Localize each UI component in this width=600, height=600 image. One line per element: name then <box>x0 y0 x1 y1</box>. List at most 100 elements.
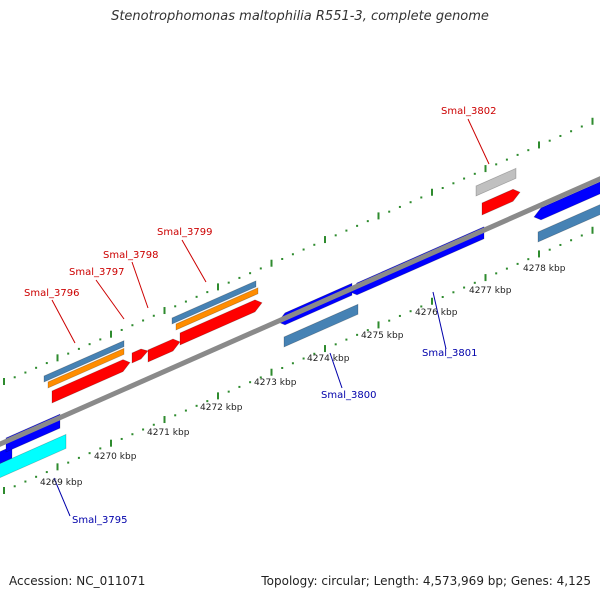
genome-summary-text: Topology: circular; Length: 4,573,969 bp… <box>261 574 591 588</box>
gene-label[interactable]: Smal_3799 <box>157 227 212 238</box>
gene-label[interactable]: Smal_3797 <box>69 267 124 278</box>
tick-dot <box>35 366 38 369</box>
tick-dot <box>505 267 508 270</box>
gene-arrow <box>131 348 149 364</box>
gene-bar <box>0 433 67 478</box>
tick-dot <box>174 414 177 417</box>
tick-dot <box>441 187 444 190</box>
gene-label[interactable]: Smal_3801 <box>422 348 477 359</box>
tick-dot <box>356 224 359 227</box>
tick-dot <box>495 163 498 166</box>
tick-dot <box>527 258 530 261</box>
tick-dot <box>570 130 573 133</box>
gene-arrow <box>179 299 263 346</box>
gene-bar <box>475 167 517 197</box>
tick-dot <box>409 201 412 204</box>
leader-line <box>53 477 71 517</box>
tick-dot <box>452 182 455 185</box>
gene-bar <box>47 347 125 389</box>
scale-labels: 4269 kbp 4270 kbp 4271 kbp 4272 kbp 4273… <box>40 264 566 488</box>
tick-dot <box>420 196 423 199</box>
tick-dot <box>559 243 562 246</box>
tick-dot <box>291 253 294 256</box>
tick-dot <box>45 471 48 474</box>
gene-label[interactable]: Smal_3795 <box>72 515 127 526</box>
tick-dot <box>548 248 551 251</box>
tick-dot <box>45 362 48 365</box>
tick-dot <box>13 376 16 379</box>
tick-dot <box>67 461 70 464</box>
label-leaders <box>51 118 490 517</box>
tick-dot <box>388 210 391 213</box>
tick-dot <box>249 272 252 275</box>
tick-dot <box>441 296 444 299</box>
tick-dot <box>195 404 198 407</box>
map-title: Stenotrophomonas maltophilia R551-3, com… <box>111 9 489 24</box>
tick-dot <box>388 319 391 322</box>
tick-dot <box>580 125 583 128</box>
tick-dot <box>227 390 230 393</box>
tick-dot <box>238 276 241 279</box>
tick-dot <box>463 286 466 289</box>
gene-bar <box>283 303 359 348</box>
tick-dot <box>420 305 423 308</box>
tick-dot <box>366 329 369 332</box>
tick-dot <box>495 272 498 275</box>
scale-label: 4269 kbp <box>40 478 83 488</box>
gene-label[interactable]: Smal_3796 <box>24 288 79 299</box>
leader-line <box>131 261 149 309</box>
tick-dot <box>356 333 359 336</box>
gene-features <box>0 167 600 478</box>
scale-label: 4274 kbp <box>307 354 350 364</box>
tick-dot <box>206 400 209 403</box>
tick-dot <box>398 205 401 208</box>
scale-label: 4277 kbp <box>469 286 512 296</box>
tick-dot <box>473 172 476 175</box>
tick-dot <box>88 343 91 346</box>
gene-labels: Smal_3795 Smal_3796 Smal_3797 Smal_3798 … <box>24 106 496 526</box>
tick-dot <box>142 428 145 431</box>
tick-dot <box>195 295 198 298</box>
leader-line <box>181 239 207 283</box>
gene-label[interactable]: Smal_3800 <box>321 390 376 401</box>
gene-bar <box>171 280 257 325</box>
leader-line <box>95 279 125 320</box>
lower-tick-track <box>3 226 594 494</box>
tick-dot <box>131 433 134 436</box>
accession-text: Accession: NC_011071 <box>9 574 146 588</box>
scale-label: 4270 kbp <box>94 452 137 462</box>
tick-dot <box>259 267 262 270</box>
tick-dot <box>409 310 412 313</box>
gene-arrow <box>51 359 131 404</box>
tick-dot <box>281 366 284 369</box>
tick-dot <box>334 234 337 237</box>
tick-dot <box>35 475 38 478</box>
gene-label[interactable]: Smal_3802 <box>441 106 496 117</box>
leader-line <box>432 291 447 350</box>
tick-dot <box>88 452 91 455</box>
tick-dot <box>99 338 102 341</box>
tick-dot <box>452 291 455 294</box>
tick-dot <box>302 248 305 251</box>
tick-dot <box>345 229 348 232</box>
tick-dot <box>334 343 337 346</box>
tick-dot <box>99 447 102 450</box>
tick-dot <box>249 381 252 384</box>
tick-dot <box>505 158 508 161</box>
tick-dot <box>67 352 70 355</box>
tick-dot <box>313 243 316 246</box>
tick-dot <box>463 177 466 180</box>
gene-label[interactable]: Smal_3798 <box>103 250 158 261</box>
scale-label: 4272 kbp <box>200 403 243 413</box>
tick-dot <box>120 328 123 331</box>
tick-dot <box>291 362 294 365</box>
tick-dot <box>302 357 305 360</box>
upper-tick-track <box>3 117 594 385</box>
gene-arrow <box>533 181 600 221</box>
gene-bar <box>43 340 125 383</box>
tick-dot <box>24 480 27 483</box>
tick-dot <box>527 149 530 152</box>
tick-dot <box>152 423 155 426</box>
genome-backbone <box>0 176 600 447</box>
